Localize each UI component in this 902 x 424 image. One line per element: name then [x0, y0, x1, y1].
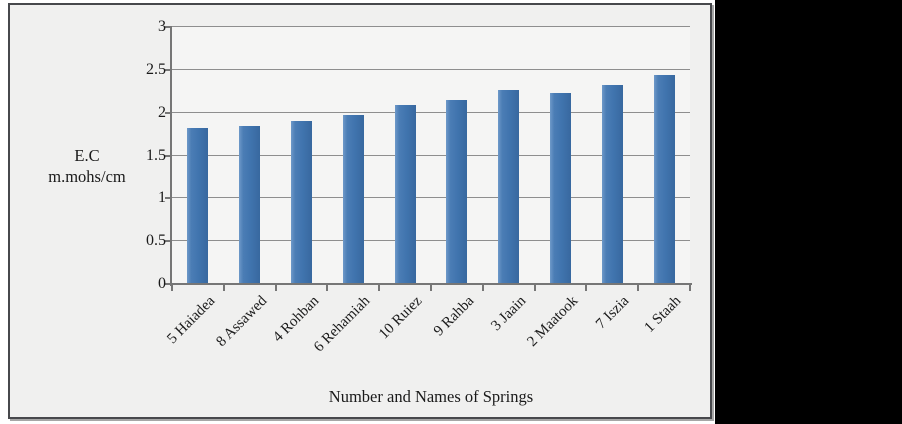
y-tick-label: 0 [158, 275, 166, 292]
y-tick-label: 2 [158, 103, 166, 121]
x-tick [430, 285, 432, 291]
bar [601, 85, 623, 283]
y-axis-title: E.C m.mohs/cm [26, 145, 148, 187]
black-background-region [715, 0, 902, 424]
y-tick-label: 2.5 [146, 60, 166, 78]
x-tick [533, 285, 536, 291]
y-tick [165, 240, 172, 243]
y-tick [165, 283, 172, 285]
y-tick [165, 197, 172, 200]
x-tick [378, 285, 381, 291]
x-tick [274, 285, 277, 291]
x-tick [689, 285, 691, 291]
bar [498, 89, 520, 283]
x-tick [585, 285, 588, 291]
y-axis-line [170, 26, 172, 286]
y-tick [165, 154, 172, 157]
x-axis-line [170, 283, 692, 285]
bar [394, 104, 416, 283]
y-tick [165, 68, 172, 71]
gridline [172, 111, 690, 113]
gridline [172, 68, 690, 70]
y-tick-label: 3 [158, 18, 166, 35]
y-tick-label: 0.5 [146, 232, 166, 250]
bar [239, 125, 261, 283]
x-tick [171, 285, 173, 291]
bar [550, 92, 571, 283]
y-tick [165, 111, 172, 114]
x-tick [326, 285, 329, 291]
gridline [172, 240, 690, 242]
gridline [172, 197, 690, 199]
bar [653, 74, 675, 283]
bar [291, 121, 312, 283]
bar [187, 128, 209, 283]
y-tick [165, 26, 172, 28]
y-axis-title-line1: E.C [74, 146, 100, 165]
bar [342, 115, 364, 283]
bar [446, 99, 468, 283]
x-axis-title: Number and Names of Springs [328, 387, 534, 406]
y-axis-title-line2: m.mohs/cm [48, 167, 126, 186]
y-tick-label: 1.5 [146, 146, 166, 164]
gridline [172, 26, 690, 27]
x-tick [637, 285, 640, 291]
x-tick [222, 285, 225, 291]
gridline [172, 154, 690, 156]
y-tick-label: 1 [158, 189, 166, 207]
x-tick [481, 285, 484, 291]
